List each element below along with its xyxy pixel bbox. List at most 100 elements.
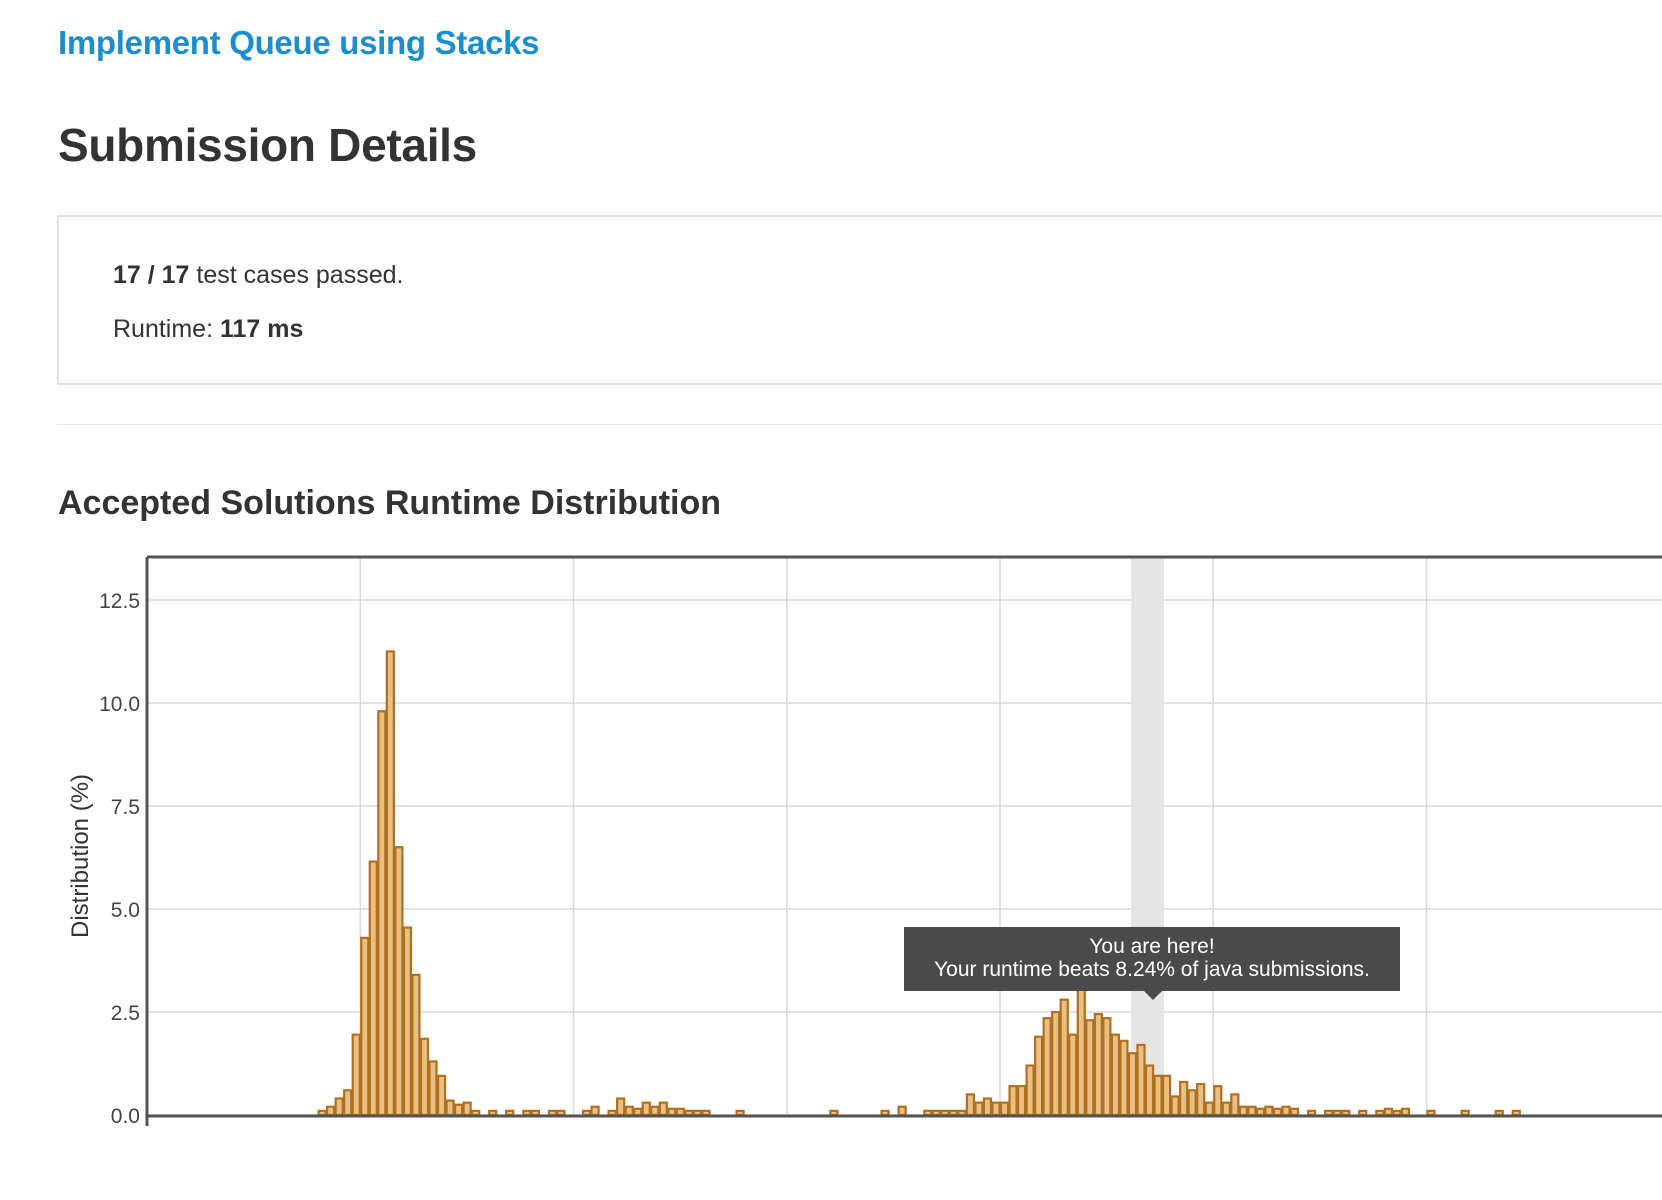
histogram-bar[interactable] xyxy=(1264,1105,1274,1117)
histogram-bar[interactable] xyxy=(1324,1109,1334,1117)
histogram-bar[interactable] xyxy=(1341,1109,1351,1117)
histogram-bar[interactable] xyxy=(1076,980,1086,1117)
histogram-bar[interactable] xyxy=(1008,1085,1018,1117)
histogram-bar[interactable] xyxy=(957,1109,967,1117)
histogram-bar[interactable] xyxy=(411,973,421,1117)
histogram-bar[interactable] xyxy=(1204,1101,1214,1117)
histogram-bar[interactable] xyxy=(360,936,370,1117)
histogram-bar[interactable] xyxy=(940,1109,950,1117)
histogram-bar[interactable] xyxy=(547,1109,558,1117)
histogram-bar[interactable] xyxy=(880,1109,890,1117)
histogram-bar[interactable] xyxy=(675,1107,685,1117)
histogram-bar[interactable] xyxy=(999,1101,1010,1117)
histogram-bar[interactable] xyxy=(1375,1109,1385,1117)
histogram-bar[interactable] xyxy=(1196,1082,1206,1117)
histogram-bar[interactable] xyxy=(633,1107,643,1117)
histogram-bar[interactable] xyxy=(351,1033,361,1117)
histogram-bar[interactable] xyxy=(1306,1109,1317,1117)
histogram-bar[interactable] xyxy=(343,1089,353,1117)
histogram-bar[interactable] xyxy=(428,1060,438,1117)
histogram-bar[interactable] xyxy=(1170,1095,1180,1117)
histogram-bar[interactable] xyxy=(974,1101,984,1117)
histogram-bar[interactable] xyxy=(402,926,413,1117)
problem-title-link[interactable]: Implement Queue using Stacks xyxy=(58,24,540,61)
histogram-bar[interactable] xyxy=(1127,1052,1138,1117)
histogram-bar[interactable] xyxy=(1085,1019,1095,1117)
histogram-bar[interactable] xyxy=(377,710,387,1117)
histogram-bar[interactable] xyxy=(1494,1109,1504,1117)
histogram-bar[interactable] xyxy=(590,1105,600,1117)
histogram-bar[interactable] xyxy=(616,1097,626,1117)
histogram-bar[interactable] xyxy=(1016,1085,1027,1117)
histogram-bar[interactable] xyxy=(522,1109,532,1117)
histogram-bar[interactable] xyxy=(1247,1105,1257,1117)
histogram-bar[interactable] xyxy=(991,1101,1001,1117)
histogram-bar[interactable] xyxy=(445,1099,455,1117)
histogram-bar[interactable] xyxy=(923,1109,933,1117)
histogram-bar[interactable] xyxy=(735,1109,745,1117)
histogram-bar[interactable] xyxy=(462,1101,472,1117)
histogram-bar[interactable] xyxy=(1144,1064,1155,1117)
histogram-bar[interactable] xyxy=(1272,1107,1283,1117)
histogram-bar[interactable] xyxy=(419,1037,430,1117)
histogram-bar[interactable] xyxy=(326,1105,336,1117)
histogram-bar[interactable] xyxy=(394,846,404,1117)
histogram-bar[interactable] xyxy=(624,1105,634,1117)
histogram-bar[interactable] xyxy=(692,1109,703,1117)
histogram-bar[interactable] xyxy=(1400,1107,1411,1117)
histogram-bar[interactable] xyxy=(1221,1101,1231,1117)
histogram-bar[interactable] xyxy=(948,1109,958,1117)
histogram-bar[interactable] xyxy=(684,1109,694,1117)
histogram-bar[interactable] xyxy=(1034,1035,1044,1117)
histogram-bar[interactable] xyxy=(556,1109,566,1117)
histogram-bar[interactable] xyxy=(1042,1017,1052,1117)
histogram-bar[interactable] xyxy=(1102,1017,1112,1117)
histogram-bar[interactable] xyxy=(1051,1010,1061,1117)
histogram-bar[interactable] xyxy=(1110,1033,1121,1117)
runtime-distribution-chart[interactable]: 0.0 2.5 5.0 7.5 10.0 12.5 Distribution (%) xyxy=(0,540,1662,1200)
histogram-bar[interactable] xyxy=(1426,1109,1436,1117)
histogram-bar[interactable] xyxy=(641,1101,651,1117)
histogram-bar[interactable] xyxy=(931,1109,941,1117)
histogram-bar[interactable] xyxy=(581,1109,592,1117)
histogram-bar[interactable] xyxy=(965,1093,976,1117)
histogram-bar[interactable] xyxy=(658,1101,668,1117)
histogram-bar[interactable] xyxy=(1136,1043,1146,1117)
histogram-bar[interactable] xyxy=(1358,1109,1368,1117)
histogram-bar[interactable] xyxy=(1230,1093,1240,1117)
histogram-bar[interactable] xyxy=(1383,1107,1393,1117)
histogram-bar[interactable] xyxy=(1068,1033,1078,1117)
histogram-bar[interactable] xyxy=(530,1109,540,1117)
histogram-bar[interactable] xyxy=(368,860,378,1117)
histogram-bar[interactable] xyxy=(1511,1109,1521,1117)
histogram-bar[interactable] xyxy=(1332,1109,1342,1117)
histogram-bar[interactable] xyxy=(1460,1109,1470,1117)
histogram-bar[interactable] xyxy=(1187,1089,1197,1117)
histogram-bar[interactable] xyxy=(701,1109,711,1117)
histogram-bar[interactable] xyxy=(1392,1109,1402,1117)
histogram-bar[interactable] xyxy=(436,1074,447,1117)
histogram-bar[interactable] xyxy=(1119,1039,1129,1117)
histogram-bar[interactable] xyxy=(650,1105,660,1117)
histogram-bar[interactable] xyxy=(1093,1012,1103,1117)
histogram-bar[interactable] xyxy=(453,1103,464,1117)
histogram-bar[interactable] xyxy=(317,1109,327,1117)
histogram-bar[interactable] xyxy=(1213,1085,1223,1117)
histogram-bar[interactable] xyxy=(667,1107,677,1117)
histogram-bar[interactable] xyxy=(1255,1107,1266,1117)
histogram-bar[interactable] xyxy=(1059,998,1069,1117)
histogram-bar[interactable] xyxy=(1289,1107,1300,1117)
histogram-bar[interactable] xyxy=(488,1109,498,1117)
histogram-bar[interactable] xyxy=(1281,1105,1291,1117)
histogram-bar[interactable] xyxy=(471,1109,481,1117)
histogram-bar[interactable] xyxy=(607,1109,617,1117)
histogram-bar[interactable] xyxy=(982,1097,993,1117)
histogram-bar[interactable] xyxy=(334,1097,344,1117)
histogram-bar[interactable] xyxy=(829,1109,839,1117)
histogram-bar[interactable] xyxy=(1161,1074,1172,1117)
histogram-bar[interactable] xyxy=(1179,1080,1189,1117)
histogram-bar[interactable] xyxy=(1238,1105,1248,1117)
histogram-bar[interactable] xyxy=(1153,1074,1163,1117)
histogram-bar[interactable] xyxy=(1025,1064,1035,1117)
histogram-bar[interactable] xyxy=(505,1109,515,1117)
